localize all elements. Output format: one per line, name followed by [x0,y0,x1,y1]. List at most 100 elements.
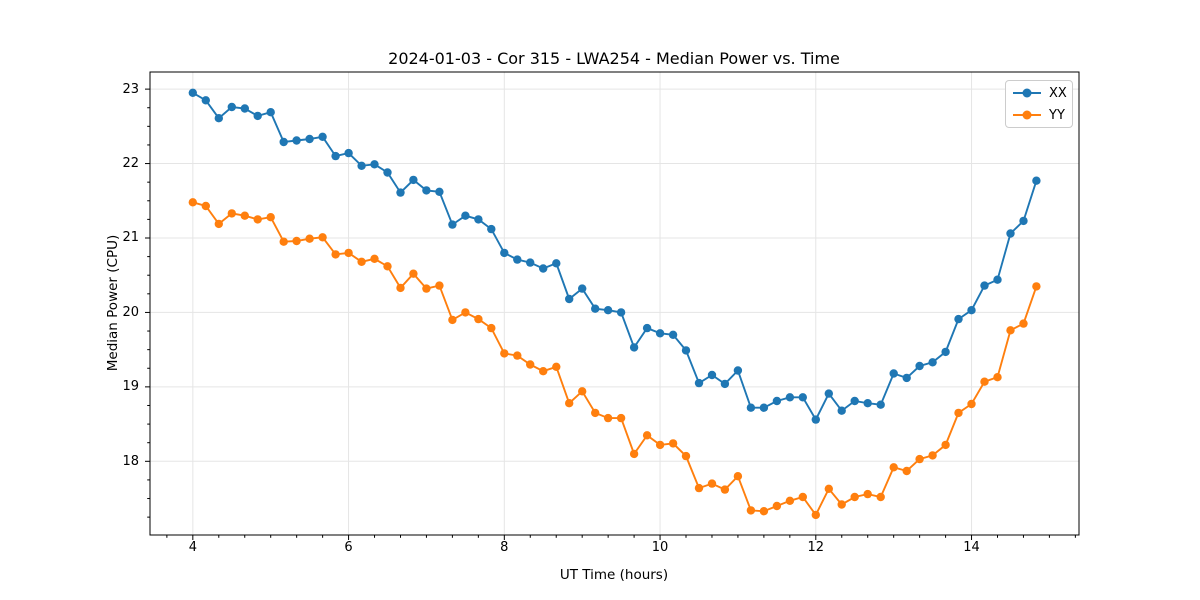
series-xx-point [1006,229,1015,238]
series-xx-point [980,281,989,290]
series-yy-point [681,451,691,461]
chart-title: 2024-01-03 - Cor 315 - LWA254 - Median P… [388,49,840,68]
series-xx-point [565,294,574,304]
series-xx-point [266,108,275,117]
series-yy-point [655,440,665,450]
series-yy-point [474,314,483,324]
series-xx-point [629,343,639,352]
series-yy-point [188,198,197,207]
series-xx-point [214,114,223,123]
series-yy-point [824,484,833,493]
series-yy-point [1006,326,1015,335]
series-yy-point [526,360,535,369]
series-xx-point [305,134,314,144]
series-xx-point [448,220,457,229]
series-yy-point [759,507,769,516]
series-yy-point [837,500,846,509]
series-yy-point [668,439,678,448]
series-xx-point [370,160,379,169]
series-xx-point [318,132,327,141]
series-xx-point [552,259,561,268]
series-xx-point [357,161,366,170]
series-yy-line [192,201,1038,517]
series-yy-point [629,449,639,459]
series-xx-point [500,248,509,258]
legend-item-xx: XX [1006,83,1072,103]
series-xx-point [240,104,249,113]
series-yy-point [1032,282,1041,291]
series-yy-point [578,387,587,396]
series-xx-point [279,137,288,147]
series-xx-point [733,366,743,375]
series-xx-point [292,136,301,145]
series-yy-point [461,308,470,317]
x-tick-label-10: 10 [651,540,669,555]
y-tick-label-20: 20 [122,304,139,320]
series-yy-point [707,479,717,488]
series-xx-point [772,396,782,406]
series-xx-point [681,346,691,355]
series-yy-point [616,413,626,423]
series-yy-point [785,496,795,505]
x-tick-label-4: 4 [188,540,197,555]
series-xx-point [396,188,405,197]
series-xx-point [746,403,756,412]
x-tick-label-8: 8 [500,540,509,555]
series-xx-point [487,224,496,234]
series-yy-point [954,408,963,418]
legend-label-xx: XX [1049,85,1067,101]
series-xx-point [759,403,769,412]
y-tick-label-18: 18 [122,453,139,469]
series-yy-point [876,492,885,502]
legend-item-yy: YY [1006,105,1072,125]
series-yy-point [720,485,730,494]
series-xx-point [954,314,963,324]
series-xx-point [344,148,353,158]
series-yy-point [993,373,1002,382]
series-yy-point [409,269,418,278]
series-yy-point [201,201,210,211]
x-axis-label: UT Time (hours) [559,567,669,583]
series-yy-point [642,431,652,440]
series-xx-point [227,102,236,112]
series-xx-point [253,111,262,121]
series-xx-point [798,393,807,402]
series-yy-point [591,408,600,418]
series-yy-point [396,283,405,293]
series-xx-point [915,361,924,371]
series-xx-point [720,379,730,389]
series-yy-point [331,250,340,259]
series-xx-point [1019,216,1028,226]
series-xx-point [513,255,522,264]
series-xx-point [928,358,937,367]
series-xx-point [707,370,717,380]
series-xx-point [188,88,197,98]
series-xx-point [902,373,911,383]
series-yy-point [552,362,561,371]
series-xx-point [422,186,431,195]
series-yy-point [565,399,574,408]
series-xx-point [668,330,678,339]
series-xx-point [967,306,976,315]
series-yy-point [539,367,548,376]
series-yy-point [513,351,522,360]
plot-area-border [149,71,1080,536]
series-yy-point [798,492,807,502]
series-xx-point [655,329,665,338]
series-yy-point [1019,319,1028,328]
series-xx-point [331,151,340,161]
series-xx-point [526,258,535,267]
series-yy-point [214,219,223,229]
series-yy-point [370,254,379,263]
series-xx-point [785,393,795,402]
series-xx-point [863,399,872,408]
series-xx-point [1032,176,1041,185]
series-yy-point [292,236,301,246]
series-xx-point [642,323,652,333]
x-tick-label-6: 6 [344,540,353,555]
series-yy-point [500,349,509,358]
series-xx-point [578,284,587,293]
series-yy-point [902,466,911,476]
